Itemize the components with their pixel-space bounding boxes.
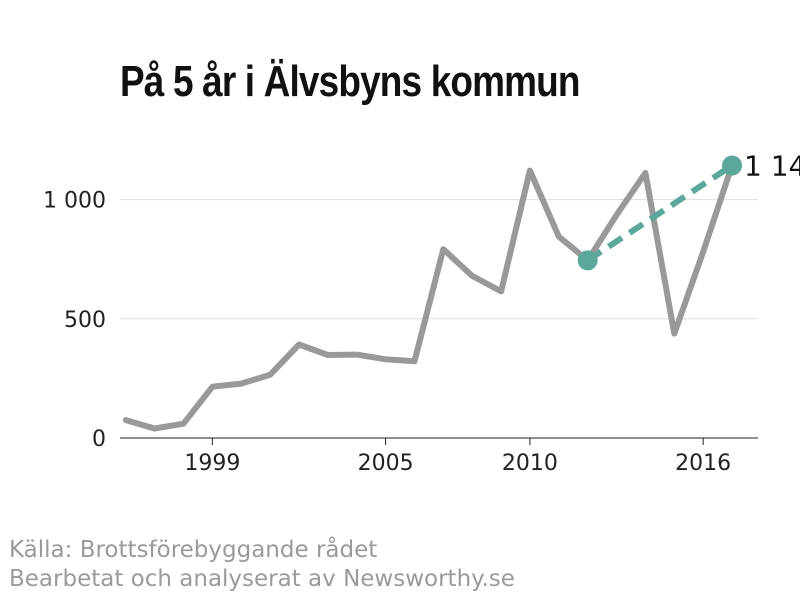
chart-title: På 5 år i Älvsbyns kommun (120, 57, 581, 106)
credit-note: Bearbetat och analyserat av Newsworthy.s… (9, 566, 515, 592)
y-tick-label: 500 (64, 308, 106, 333)
y-tick-label: 0 (92, 427, 106, 452)
axes: 0 500 1 000 1999 2005 2010 2016 (43, 189, 758, 476)
x-tick-label: 1999 (184, 451, 240, 476)
x-tick-label: 2005 (358, 451, 414, 476)
series-layer (122, 155, 743, 432)
footer: Källa: Brottsförebyggande rådet Bearbeta… (9, 536, 515, 594)
trend-start-point (577, 250, 598, 271)
x-tick-label: 2010 (502, 451, 558, 476)
history-line (122, 162, 735, 432)
x-tick-label: 2016 (675, 451, 731, 476)
y-tick-label: 1 000 (43, 189, 106, 214)
trend-end-point (722, 155, 743, 176)
trend-dashed-line (586, 162, 734, 263)
source-note: Källa: Brottsförebyggande rådet (9, 537, 378, 563)
end-value-label: 1 143 (744, 150, 800, 183)
labels-layer: 1 143 (744, 150, 800, 183)
